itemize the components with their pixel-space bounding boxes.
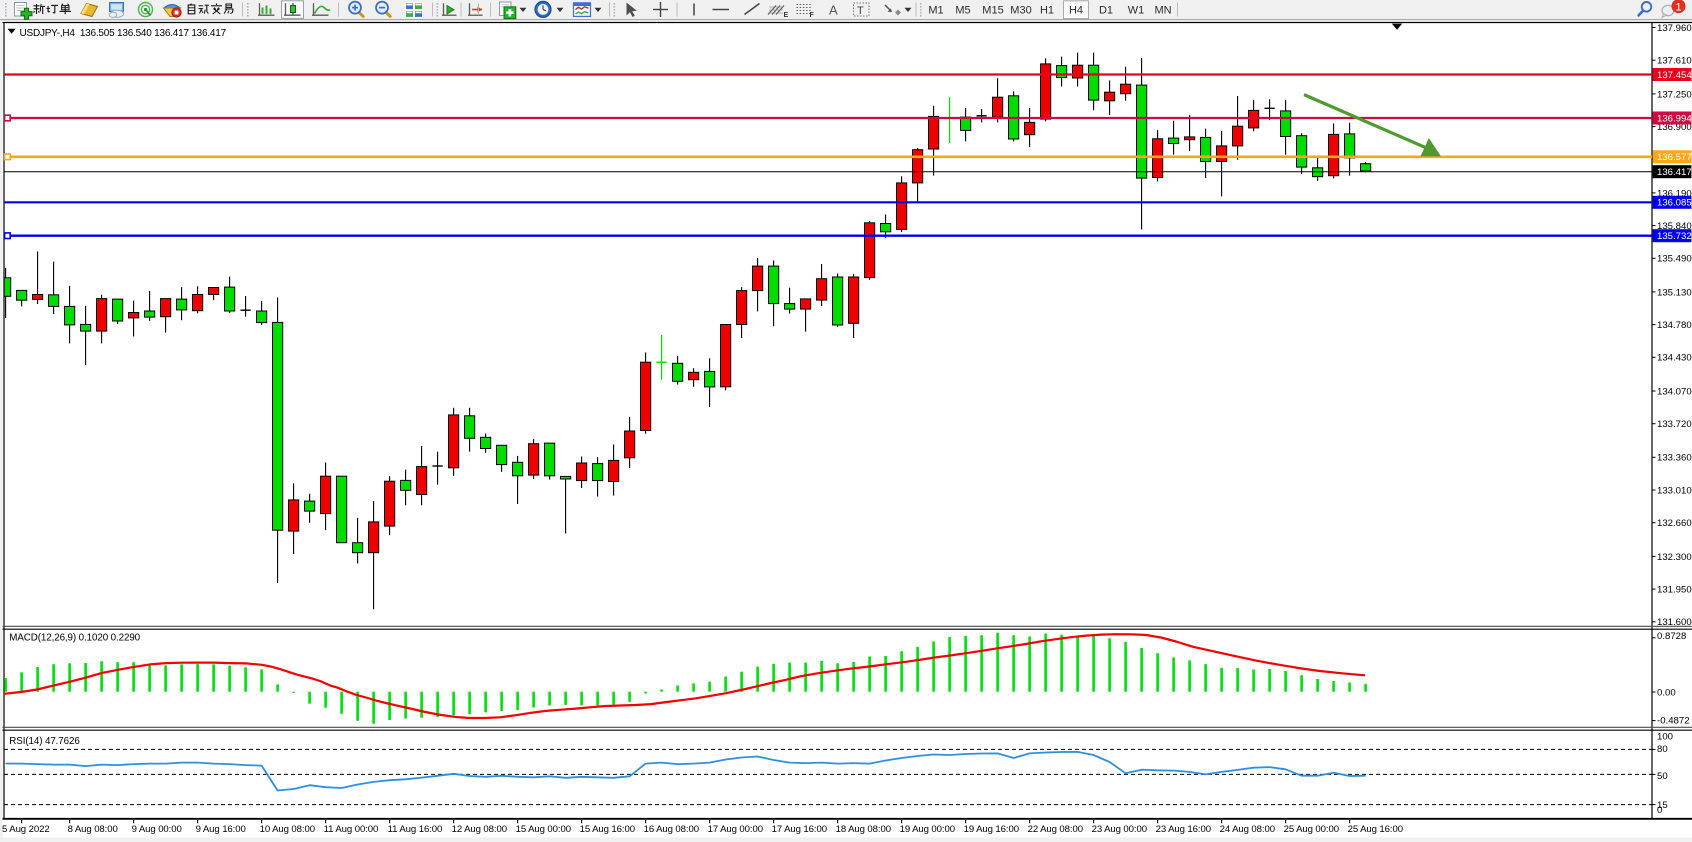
svg-text:0: 0 <box>1657 805 1662 816</box>
svg-text:5 Aug 2022: 5 Aug 2022 <box>2 824 50 835</box>
svg-text:9 Aug 00:00: 9 Aug 00:00 <box>132 824 182 835</box>
svg-text:W1: W1 <box>1128 5 1145 17</box>
svg-text:M1: M1 <box>928 5 943 17</box>
svg-text:17 Aug 16:00: 17 Aug 16:00 <box>772 824 827 835</box>
svg-text:19 Aug 16:00: 19 Aug 16:00 <box>964 824 1019 835</box>
svg-text:15: 15 <box>1657 800 1668 811</box>
svg-text:15 Aug 16:00: 15 Aug 16:00 <box>580 824 635 835</box>
svg-text:137.250: 137.250 <box>1657 89 1692 100</box>
svg-text:USDJPY-,H4 136.505 136.540 13: USDJPY-,H4 136.505 136.540 136.417 136.4… <box>20 28 227 39</box>
svg-text:F: F <box>810 12 815 19</box>
svg-text:15 Aug 00:00: 15 Aug 00:00 <box>516 824 571 835</box>
svg-text:H4: H4 <box>1069 5 1083 17</box>
svg-text:25 Aug 16:00: 25 Aug 16:00 <box>1348 824 1403 835</box>
svg-text:E: E <box>784 12 789 19</box>
svg-text:135.840: 135.840 <box>1657 221 1692 232</box>
svg-text:50: 50 <box>1657 771 1668 782</box>
svg-text:22 Aug 08:00: 22 Aug 08:00 <box>1028 824 1083 835</box>
svg-text:133.010: 133.010 <box>1657 485 1692 496</box>
svg-text:-0.4872: -0.4872 <box>1657 716 1690 727</box>
svg-text:135.130: 135.130 <box>1657 287 1692 298</box>
svg-text:23 Aug 00:00: 23 Aug 00:00 <box>1092 824 1147 835</box>
svg-text:MACD(12,26,9) 0.1020 0.2290: MACD(12,26,9) 0.1020 0.2290 <box>9 632 140 643</box>
svg-text:137.960: 137.960 <box>1657 23 1692 34</box>
svg-text:MN: MN <box>1154 5 1171 17</box>
svg-text:8 Aug 08:00: 8 Aug 08:00 <box>68 824 118 835</box>
svg-text:131.950: 131.950 <box>1657 585 1692 596</box>
svg-text:137.610: 137.610 <box>1657 56 1692 67</box>
svg-text:12 Aug 08:00: 12 Aug 08:00 <box>452 824 507 835</box>
svg-text:18 Aug 08:00: 18 Aug 08:00 <box>836 824 891 835</box>
svg-text:133.360: 133.360 <box>1657 453 1692 464</box>
svg-text:100: 100 <box>1657 732 1673 743</box>
svg-text:137.454: 137.454 <box>1657 70 1692 81</box>
svg-text:24 Aug 08:00: 24 Aug 08:00 <box>1220 824 1275 835</box>
svg-text:A: A <box>829 3 838 18</box>
svg-text:134.780: 134.780 <box>1657 320 1692 331</box>
svg-text:133.720: 133.720 <box>1657 419 1692 430</box>
svg-text:11 Aug 16:00: 11 Aug 16:00 <box>388 824 443 835</box>
svg-text:10 Aug 08:00: 10 Aug 08:00 <box>260 824 315 835</box>
svg-text:23 Aug 16:00: 23 Aug 16:00 <box>1156 824 1211 835</box>
svg-text:19 Aug 00:00: 19 Aug 00:00 <box>900 824 955 835</box>
svg-text:17 Aug 00:00: 17 Aug 00:00 <box>708 824 763 835</box>
svg-text:1: 1 <box>1675 1 1681 13</box>
svg-text:D1: D1 <box>1099 5 1113 17</box>
svg-text:134.070: 134.070 <box>1657 386 1692 397</box>
svg-text:11 Aug 00:00: 11 Aug 00:00 <box>324 824 379 835</box>
svg-text:136.900: 136.900 <box>1657 122 1692 133</box>
svg-text:M30: M30 <box>1010 5 1031 17</box>
svg-text:134.430: 134.430 <box>1657 353 1692 364</box>
svg-text:136.994: 136.994 <box>1657 113 1692 124</box>
svg-text:M5: M5 <box>955 5 970 17</box>
svg-text:132.660: 132.660 <box>1657 518 1692 529</box>
svg-text:136.417: 136.417 <box>1657 167 1692 178</box>
svg-text:136.085: 136.085 <box>1657 198 1692 209</box>
svg-text:136.577: 136.577 <box>1657 152 1692 163</box>
svg-text:T: T <box>857 5 864 17</box>
svg-text:0.00: 0.00 <box>1657 687 1676 698</box>
svg-text:0.8728: 0.8728 <box>1657 631 1686 642</box>
svg-text:132.300: 132.300 <box>1657 552 1692 563</box>
svg-text:RSI(14) 47.7626: RSI(14) 47.7626 <box>9 736 80 747</box>
svg-text:9 Aug 16:00: 9 Aug 16:00 <box>196 824 246 835</box>
svg-text:80: 80 <box>1657 744 1668 755</box>
svg-text:131.600: 131.600 <box>1657 617 1692 628</box>
svg-text:136.190: 136.190 <box>1657 188 1692 199</box>
svg-text:16 Aug 08:00: 16 Aug 08:00 <box>644 824 699 835</box>
svg-text:H1: H1 <box>1040 5 1054 17</box>
svg-text:135.490: 135.490 <box>1657 254 1692 265</box>
svg-text:25 Aug 00:00: 25 Aug 00:00 <box>1284 824 1339 835</box>
svg-text:M15: M15 <box>982 5 1003 17</box>
svg-text:135.732: 135.732 <box>1657 231 1692 242</box>
